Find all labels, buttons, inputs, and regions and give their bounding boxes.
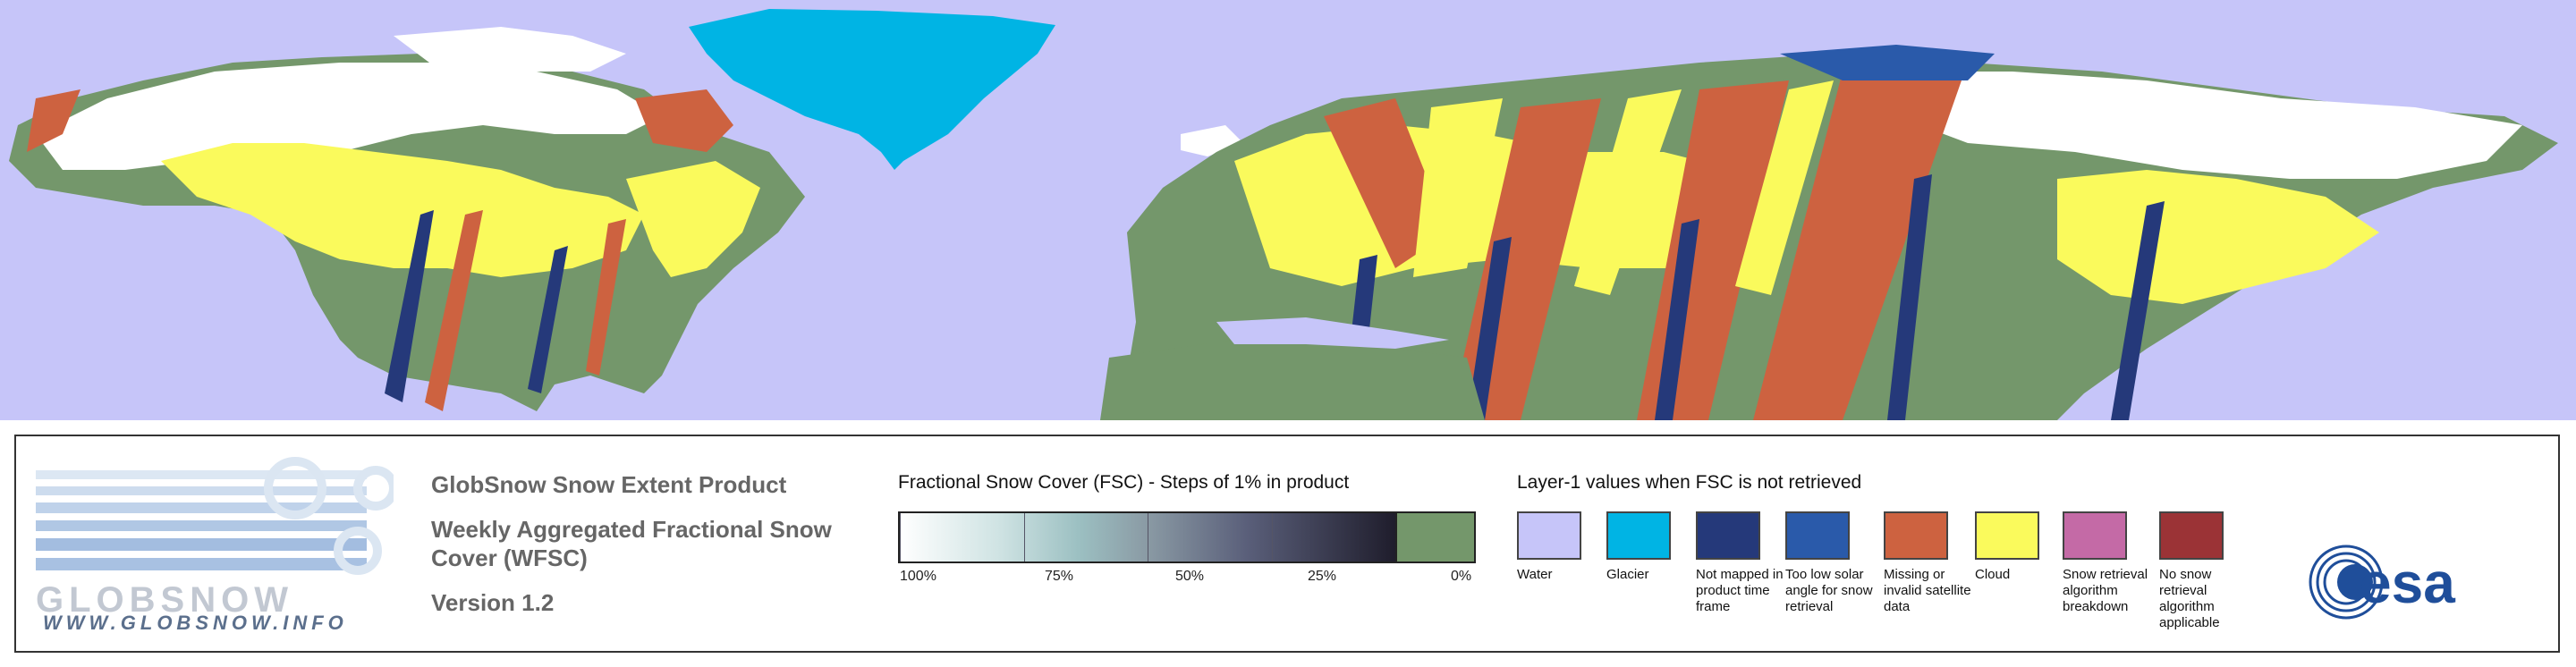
fsc-tick-100: 100% bbox=[900, 569, 936, 584]
north-africa-land bbox=[1100, 340, 1485, 420]
north-america-cloud bbox=[161, 143, 644, 277]
na-stripe-navy-1 bbox=[385, 210, 434, 402]
legend-label: Cloud bbox=[1975, 567, 2011, 582]
legend-swatch bbox=[1975, 511, 2039, 560]
legend-label: Not mapped in product time frame bbox=[1696, 567, 1784, 614]
eurasia-swath-orange-1 bbox=[1324, 98, 1449, 268]
eurasia-snow bbox=[1878, 72, 2522, 179]
legend-swatch bbox=[1696, 511, 1760, 560]
legend-swatch bbox=[2159, 511, 2224, 560]
fsc-tick-0: 0% bbox=[1451, 569, 1472, 584]
na-stripe-orange-1 bbox=[425, 210, 483, 411]
legend-item-low-solar-angle: Too low solar angle for snow retrieval bbox=[1785, 511, 1875, 615]
fsc-legend: Fractional Snow Cover (FSC) - Steps of 1… bbox=[898, 472, 1479, 595]
fsc-tick-50: 50% bbox=[1175, 569, 1205, 584]
arctic-islands bbox=[394, 27, 626, 72]
layer1-legend-title: Layer-1 values when FSC is not retrieved bbox=[1517, 472, 1862, 493]
fsc-tick-25: 25% bbox=[1308, 569, 1337, 584]
north-america-cloud-east bbox=[626, 161, 760, 277]
snow-cover-map bbox=[0, 0, 2576, 420]
fsc-zero-swatch bbox=[1395, 513, 1474, 561]
legend-swatch bbox=[1884, 511, 1948, 560]
product-title-block: GlobSnow Snow Extent Product Weekly Aggr… bbox=[431, 470, 878, 633]
legend-item-algorithm-breakdown: Snow retrieval algorithm breakdown bbox=[2063, 511, 2152, 615]
globsnow-url[interactable]: WWW.GLOBSNOW.INFO bbox=[43, 612, 348, 634]
layer1-legend: Layer-1 values when FSC is not retrieved… bbox=[1517, 472, 2322, 663]
fsc-gradient bbox=[900, 513, 1395, 561]
legend-swatch bbox=[1606, 511, 1671, 560]
eurasia-swath-yellow-1 bbox=[1413, 98, 1503, 277]
legend-label: Too low solar angle for snow retrieval bbox=[1785, 567, 1873, 614]
product-name: GlobSnow Snow Extent Product bbox=[431, 471, 787, 498]
greenland-glacier bbox=[689, 9, 1055, 170]
eurasia-swath-orange-4 bbox=[1753, 63, 1968, 420]
legend-panel: GLOBSNOW WWW.GLOBSNOW.INFO GlobSnow Snow… bbox=[14, 435, 2560, 653]
fsc-tick-75: 75% bbox=[1045, 569, 1074, 584]
eurasia-stripe-navy-5 bbox=[2111, 201, 2165, 420]
svg-text:GLOBSNOW: GLOBSNOW bbox=[36, 580, 293, 620]
legend-item-no-algorithm: No snow retrieval algorithm applicable bbox=[2159, 511, 2249, 631]
eurasia-stripe-navy-3 bbox=[1655, 219, 1699, 420]
legend-item-glacier: Glacier bbox=[1606, 511, 1696, 583]
legend-label: Missing or invalid satellite data bbox=[1884, 567, 1971, 614]
legend-item-cloud: Cloud bbox=[1975, 511, 2064, 583]
legend-item-water: Water bbox=[1517, 511, 1606, 583]
fsc-colorbar bbox=[898, 511, 1476, 563]
na-stripe-navy-2 bbox=[528, 246, 568, 393]
north-america-snow bbox=[36, 63, 662, 170]
layer1-legend-items: Water Glacier Not mapped in product time… bbox=[1517, 511, 2322, 663]
legend-item-not-mapped: Not mapped in product time frame bbox=[1696, 511, 1785, 615]
legend-label: Glacier bbox=[1606, 567, 1649, 582]
na-orange-patch-west bbox=[27, 89, 80, 152]
na-orange-patch-north bbox=[635, 89, 733, 152]
mediterranean-sea bbox=[1216, 317, 1449, 349]
globsnow-logo: GLOBSNOW bbox=[36, 457, 394, 620]
eurasia-swath-yellow-2 bbox=[1574, 89, 1682, 295]
legend-label: Water bbox=[1517, 567, 1553, 582]
fsc-legend-title: Fractional Snow Cover (FSC) - Steps of 1… bbox=[898, 472, 1350, 493]
fsc-tick-labels: 100% 75% 50% 25% 0% bbox=[898, 569, 1479, 595]
legend-swatch bbox=[1785, 511, 1850, 560]
esa-logo: esa bbox=[2309, 545, 2455, 620]
legend-item-missing-data: Missing or invalid satellite data bbox=[1884, 511, 1973, 615]
eurasia-swath-yellow-3 bbox=[1735, 80, 1834, 295]
product-subtitle: Weekly Aggregated Fractional Snow Cover … bbox=[431, 516, 832, 571]
legend-label: Snow retrieval algorithm breakdown bbox=[2063, 567, 2148, 614]
svg-text:esa: esa bbox=[2360, 551, 2455, 615]
eurasia-stripe-navy-2 bbox=[1467, 237, 1512, 420]
legend-swatch bbox=[1517, 511, 1581, 560]
arctic-blue-patch bbox=[1780, 45, 1995, 80]
na-stripe-orange-2 bbox=[586, 219, 626, 376]
eurasia-stripe-navy-4 bbox=[1887, 174, 1932, 420]
legend-swatch bbox=[2063, 511, 2127, 560]
legend-label: No snow retrieval algorithm applicable bbox=[2159, 567, 2220, 630]
product-version: Version 1.2 bbox=[431, 589, 555, 616]
